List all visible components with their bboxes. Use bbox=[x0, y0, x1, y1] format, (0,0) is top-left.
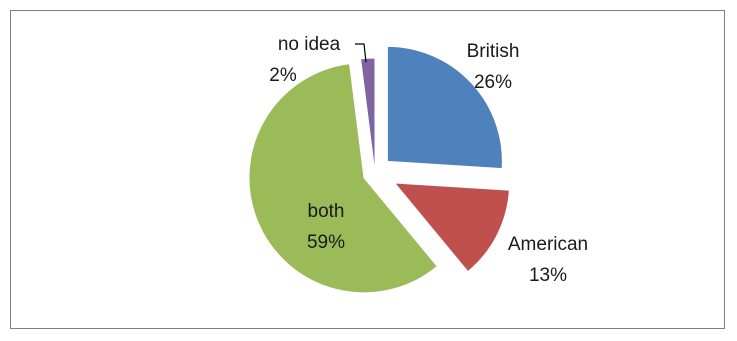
label-american: American 13% bbox=[508, 234, 588, 286]
pie-slices bbox=[248, 45, 510, 294]
label-no-idea-percent: 2% bbox=[269, 65, 297, 86]
pie-slice-both bbox=[248, 63, 438, 294]
label-both: both 59% bbox=[307, 201, 345, 253]
pie-slice-no-idea bbox=[360, 57, 376, 174]
label-both-percent: 59% bbox=[307, 232, 345, 253]
label-american-name: American bbox=[508, 234, 588, 255]
label-no-idea: no idea 2% bbox=[269, 34, 340, 86]
leader-lines bbox=[355, 43, 367, 63]
pie-slice-british bbox=[386, 45, 503, 170]
label-american-percent: 13% bbox=[529, 265, 567, 286]
pie-slice-american bbox=[393, 182, 510, 273]
label-no-idea-name: no idea bbox=[278, 34, 341, 55]
leader-line-no-idea bbox=[355, 43, 367, 63]
label-british: British 26% bbox=[467, 41, 520, 93]
label-both-name: both bbox=[308, 201, 345, 222]
label-british-percent: 26% bbox=[474, 72, 512, 93]
label-british-name: British bbox=[467, 41, 520, 62]
